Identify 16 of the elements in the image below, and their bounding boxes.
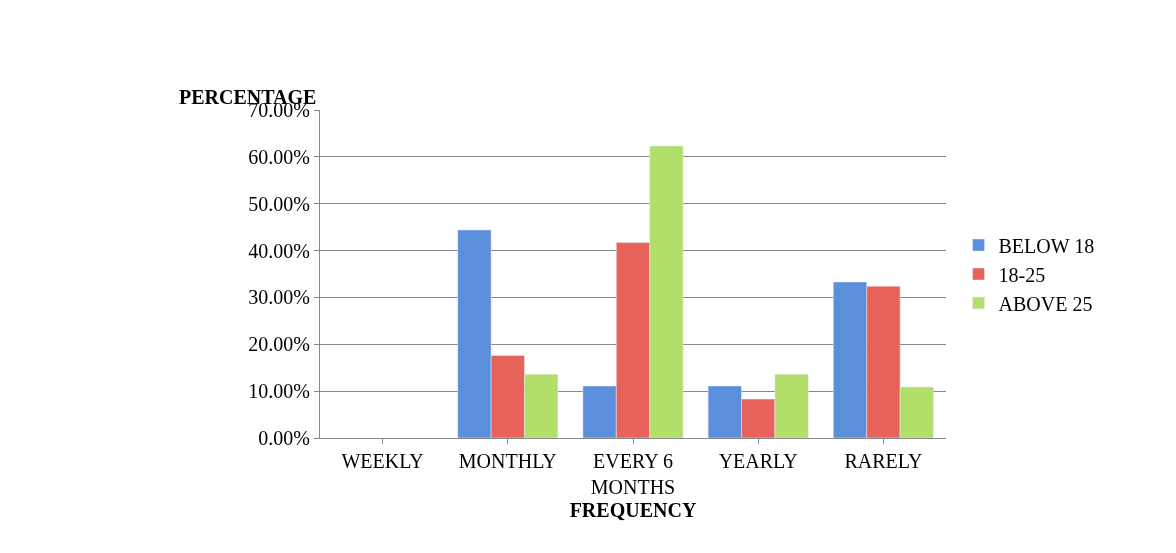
y-tick-label: 0.00%: [258, 427, 310, 449]
y-tick-label: 60.00%: [248, 145, 310, 168]
y-tick-label: 20.00%: [248, 333, 310, 356]
y-tick-label: 50.00%: [248, 192, 310, 215]
x-tick-label: EVERY 6 MONTHS: [590, 450, 676, 498]
y-tick-label: 40.00%: [248, 239, 310, 262]
y-tick-label: 30.00%: [248, 286, 310, 309]
x-tick-label: MONTHLY: [458, 450, 557, 472]
y-tick-label: 10.00%: [248, 380, 310, 403]
legend-label: BELOW 18: [998, 234, 1095, 257]
legend-label: 18-25: [998, 263, 1046, 286]
x-axis-title: FREQUENCY: [569, 498, 697, 521]
x-tick-label: RARELY: [844, 450, 923, 472]
legend-label: ABOVE 25: [998, 292, 1093, 315]
x-tick-label: WEEKLY: [341, 450, 424, 472]
x-tick-label: YEARLY: [718, 450, 798, 472]
